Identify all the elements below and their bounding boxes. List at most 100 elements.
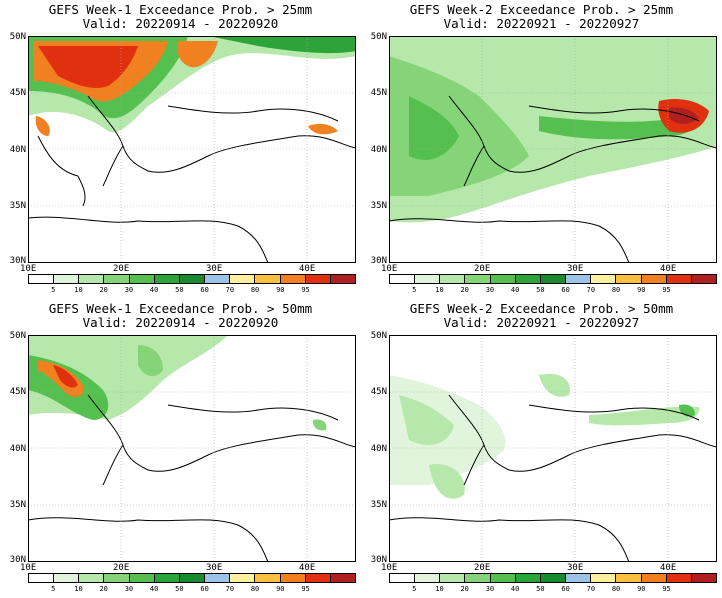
- colorbar-label: 40: [510, 585, 520, 593]
- colorbar-label: 10: [74, 286, 83, 294]
- lat-label: 40N: [370, 444, 387, 454]
- probability-map: [28, 36, 356, 263]
- panel-valid-dates: Valid: 20220921 - 20220927: [443, 315, 640, 330]
- colorbar-label: 70: [586, 585, 596, 593]
- colorbar-label: 70: [225, 585, 235, 593]
- lat-label: 30N: [9, 555, 26, 565]
- colorbar-label: 60: [200, 286, 209, 294]
- colorbar-swatch: [440, 275, 466, 283]
- colorbar-swatch: [415, 574, 441, 582]
- colorbar-label: 95: [662, 585, 671, 593]
- colorbar-swatch: [641, 275, 667, 283]
- colorbar-label: 40: [149, 585, 159, 593]
- colorbar-swatch: [29, 574, 55, 582]
- colorbar: [389, 274, 717, 284]
- colorbar-label: 10: [435, 585, 444, 593]
- colorbar-label: 20: [99, 585, 108, 593]
- colorbar-swatch: [79, 574, 105, 582]
- map-panel-week2-25mm: GEFS Week-2 Exceedance Prob. > 25mm Vali…: [361, 0, 722, 299]
- colorbar-label: 60: [561, 286, 570, 294]
- probability-map: [389, 36, 717, 263]
- colorbar-swatch: [79, 275, 105, 283]
- colorbar-swatch: [305, 275, 331, 283]
- colorbar-swatch: [666, 574, 692, 582]
- colorbar-swatch: [129, 574, 155, 582]
- lon-label: 10E: [381, 264, 398, 274]
- lat-label: 30N: [370, 256, 387, 266]
- colorbar-swatch: [205, 275, 231, 283]
- lat-label: 45N: [9, 88, 26, 98]
- lat-label: 30N: [9, 256, 26, 266]
- colorbar-swatch: [54, 574, 80, 582]
- colorbar-swatch: [490, 574, 516, 582]
- lon-label: 40E: [299, 264, 316, 274]
- lat-label: 40N: [370, 145, 387, 155]
- colorbar-label: 50: [536, 585, 545, 593]
- lon-label: 30E: [567, 563, 584, 573]
- colorbar-label: 90: [276, 585, 285, 593]
- panel-title: GEFS Week-2 Exceedance Prob. > 50mm: [409, 301, 674, 316]
- lon-label: 10E: [20, 264, 37, 274]
- colorbar-label: 20: [460, 585, 469, 593]
- colorbar-swatch: [205, 574, 231, 582]
- colorbar-label: 40: [149, 286, 159, 294]
- colorbar-swatch: [280, 275, 306, 283]
- lat-label: 30N: [370, 555, 387, 565]
- colorbar-swatch: [641, 574, 667, 582]
- colorbar-swatch: [154, 574, 180, 582]
- colorbar-swatch: [540, 574, 567, 582]
- colorbar-label: 5: [412, 286, 417, 294]
- colorbar-label: 80: [611, 585, 621, 593]
- colorbar-swatch: [490, 275, 516, 283]
- colorbar-swatch: [440, 574, 466, 582]
- colorbar-swatch: [691, 275, 717, 283]
- colorbar-swatch: [230, 574, 256, 582]
- panel-valid-dates: Valid: 20220921 - 20220927: [443, 16, 640, 31]
- map-panel-week1-25mm: GEFS Week-1 Exceedance Prob. > 25mm Vali…: [0, 0, 361, 299]
- colorbar-label: 5: [51, 286, 56, 294]
- colorbar-label: 80: [250, 286, 260, 294]
- probability-map: [389, 335, 717, 562]
- colorbar-swatch: [29, 275, 55, 283]
- colorbar-label: 60: [200, 585, 209, 593]
- lon-label: 20E: [113, 563, 130, 573]
- colorbar-swatch: [540, 275, 567, 283]
- colorbar: [28, 573, 356, 583]
- lon-label: 10E: [20, 563, 37, 573]
- lat-label: 50N: [370, 32, 387, 42]
- colorbar-swatch: [330, 574, 356, 582]
- colorbar-label: 60: [561, 585, 570, 593]
- colorbar-swatch: [465, 275, 491, 283]
- colorbar-swatch: [591, 275, 617, 283]
- lat-label: 40N: [9, 145, 26, 155]
- colorbar-swatch: [330, 275, 356, 283]
- colorbar-swatch: [129, 275, 155, 283]
- colorbar-label: 40: [510, 286, 520, 294]
- colorbar-label: 95: [662, 286, 671, 294]
- lat-label: 45N: [370, 88, 387, 98]
- colorbar-label: 5: [412, 585, 417, 593]
- colorbar-swatch: [179, 275, 206, 283]
- panel-title: GEFS Week-1 Exceedance Prob. > 25mm: [48, 2, 313, 17]
- colorbar-label: 10: [435, 286, 444, 294]
- panel-valid-dates: Valid: 20220914 - 20220920: [82, 315, 279, 330]
- colorbar-swatch: [515, 275, 541, 283]
- colorbar-label: 30: [124, 585, 134, 593]
- panel-title: GEFS Week-1 Exceedance Prob. > 50mm: [48, 301, 313, 316]
- lat-label: 50N: [370, 331, 387, 341]
- colorbar-label: 50: [175, 585, 184, 593]
- colorbar-swatch: [104, 275, 130, 283]
- lat-label: 35N: [9, 500, 26, 510]
- colorbar-swatch: [616, 574, 642, 582]
- colorbar-label: 50: [175, 286, 184, 294]
- lon-label: 20E: [474, 264, 491, 274]
- colorbar-swatch: [390, 574, 416, 582]
- lon-label: 20E: [113, 264, 130, 274]
- colorbar-swatch: [179, 574, 206, 582]
- colorbar-swatch: [54, 275, 80, 283]
- lat-label: 45N: [370, 387, 387, 397]
- colorbar-swatch: [666, 275, 692, 283]
- lon-label: 10E: [381, 563, 398, 573]
- colorbar-swatch: [230, 275, 256, 283]
- colorbar-swatch: [515, 574, 541, 582]
